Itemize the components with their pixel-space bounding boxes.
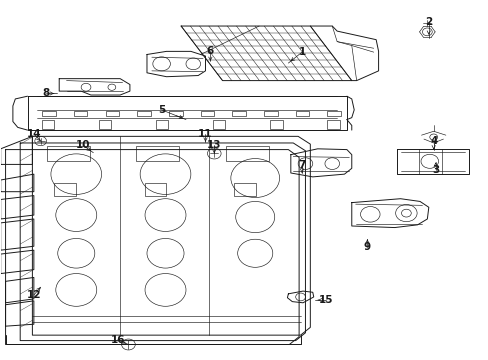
Text: 11: 11 bbox=[198, 129, 212, 139]
Text: 13: 13 bbox=[206, 140, 221, 150]
Bar bbox=[47, 147, 90, 161]
Bar bbox=[327, 120, 339, 129]
Bar bbox=[42, 111, 56, 116]
Text: 6: 6 bbox=[206, 46, 214, 57]
Text: 4: 4 bbox=[429, 136, 436, 146]
Bar bbox=[232, 111, 245, 116]
Bar bbox=[105, 111, 119, 116]
Text: 5: 5 bbox=[158, 105, 165, 115]
Text: 2: 2 bbox=[425, 17, 431, 27]
Bar bbox=[264, 111, 277, 116]
Text: 12: 12 bbox=[26, 290, 41, 300]
Bar bbox=[213, 120, 225, 129]
Bar bbox=[99, 120, 111, 129]
Bar bbox=[225, 147, 268, 161]
Text: 8: 8 bbox=[42, 89, 49, 99]
Text: 9: 9 bbox=[363, 242, 370, 252]
Bar bbox=[137, 111, 151, 116]
Bar bbox=[144, 183, 166, 195]
Bar bbox=[200, 111, 214, 116]
Bar bbox=[233, 183, 255, 195]
Bar bbox=[42, 120, 54, 129]
Text: 7: 7 bbox=[298, 160, 305, 170]
Text: 16: 16 bbox=[110, 335, 125, 345]
Text: 3: 3 bbox=[431, 165, 438, 175]
Bar bbox=[327, 111, 340, 116]
Bar bbox=[270, 120, 282, 129]
Bar bbox=[295, 111, 309, 116]
Bar bbox=[74, 111, 87, 116]
Text: 10: 10 bbox=[75, 140, 90, 150]
Bar bbox=[54, 183, 76, 195]
Bar bbox=[168, 111, 182, 116]
Text: 1: 1 bbox=[298, 47, 305, 57]
Text: 15: 15 bbox=[319, 295, 333, 305]
Bar bbox=[156, 120, 168, 129]
Text: 14: 14 bbox=[26, 129, 41, 139]
Bar bbox=[136, 147, 179, 161]
